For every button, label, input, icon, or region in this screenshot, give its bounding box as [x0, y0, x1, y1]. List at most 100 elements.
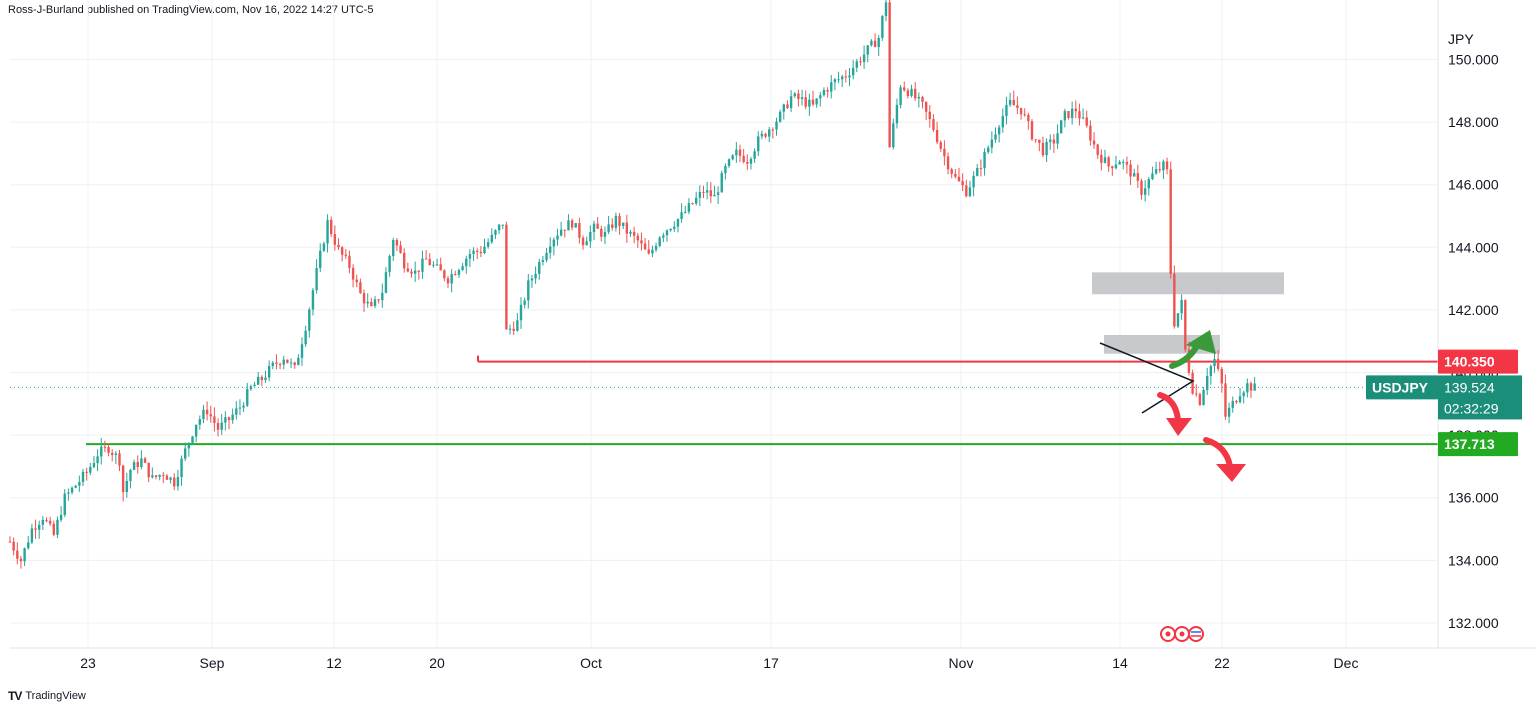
candle-body [724, 165, 727, 174]
candle-body [351, 267, 355, 280]
event-icons[interactable] [1160, 626, 1204, 642]
candle-body [691, 203, 694, 205]
candle-body [479, 251, 483, 254]
candle-body [242, 405, 245, 408]
time-axis[interactable]: 23 Sep 12 20 Oct 17 Nov 14 22 Dec [80, 655, 1358, 671]
candle-body [1122, 161, 1125, 163]
candle-body [140, 458, 143, 468]
event-icon-dot [1179, 631, 1185, 637]
price-axis[interactable]: 132.000134.000136.000138.000140.000142.0… [1448, 51, 1499, 630]
time-tick-label: Oct [580, 655, 602, 671]
tradingview-logo-icon: TV [8, 689, 22, 703]
candle-body [716, 192, 720, 195]
candle-body [914, 88, 917, 99]
candle-body [1209, 366, 1213, 376]
candle-body [118, 453, 121, 466]
candle-body [549, 246, 552, 253]
candle-body [1206, 375, 1209, 391]
candle-body [1081, 117, 1085, 119]
candle-body [775, 121, 778, 130]
candle-body [187, 442, 191, 449]
candle-body [289, 362, 293, 364]
candle-body [1125, 161, 1129, 165]
candle-body [866, 45, 869, 55]
candle-body [158, 474, 161, 477]
candle-body [216, 423, 220, 430]
candle-body [625, 222, 629, 234]
candle-body [1246, 383, 1249, 393]
candle-body [1034, 139, 1037, 141]
candle-body [1019, 107, 1023, 115]
candle-body [78, 482, 81, 486]
us-flag-event-icon[interactable] [1188, 626, 1204, 642]
time-tick-label: Dec [1334, 655, 1359, 671]
price-tick-label: 132.000 [1448, 615, 1499, 631]
candle-body [173, 477, 176, 487]
candle-body [1136, 173, 1140, 181]
candle-body [1173, 273, 1176, 327]
candle-body [454, 274, 457, 276]
last-price-value: 139.524 [1444, 379, 1495, 395]
candle-body [322, 243, 326, 251]
candle-body [662, 235, 665, 238]
candle-body [636, 235, 639, 241]
candle-body [494, 230, 497, 235]
bearish-arrow-head [1166, 418, 1192, 436]
key-levels [10, 355, 1438, 446]
candle-body [359, 282, 362, 294]
candle-body [592, 223, 596, 232]
supply-zones [1092, 272, 1284, 354]
candle-body [519, 304, 523, 321]
candle-body [67, 492, 70, 494]
candle-body [85, 471, 88, 473]
candle-body [1169, 169, 1172, 274]
candle-body [366, 301, 369, 304]
candle-body [1180, 300, 1183, 314]
candle-body [676, 219, 680, 227]
candle-body [465, 258, 468, 267]
support-price-badge-bg [1438, 432, 1518, 457]
publisher-caption: Ross-J-Burland published on TradingView.… [8, 4, 374, 16]
candle-body [1227, 407, 1231, 417]
candle-body [1049, 139, 1052, 142]
candle-body [1249, 383, 1253, 391]
candle-body [632, 231, 636, 236]
candle-body [957, 176, 961, 182]
candle-body [757, 136, 760, 152]
candle-body [800, 97, 804, 100]
candle-body [202, 409, 205, 420]
candle-body [1114, 164, 1118, 169]
candle-body [746, 161, 749, 164]
candle-body [275, 362, 278, 365]
candle-body [45, 519, 48, 521]
candle-body [862, 54, 866, 63]
candle-body [811, 99, 815, 105]
candle-body [417, 270, 420, 272]
candle-body [377, 299, 380, 301]
candle-body [910, 88, 913, 96]
candle-body [271, 362, 274, 366]
candle-body [534, 273, 537, 279]
candle-body [1060, 120, 1063, 134]
usdjpy-candlestick-chart[interactable]: JPY 132.000134.000136.000138.000140.0001… [0, 0, 1536, 686]
candle-body [1070, 108, 1074, 119]
candle-body [946, 156, 950, 170]
time-tick-label: Nov [949, 655, 974, 671]
candle-body [384, 272, 388, 293]
candle-body [1151, 173, 1154, 180]
candle-body [257, 376, 260, 385]
candle-body [435, 264, 439, 266]
candle-body [340, 247, 344, 255]
candle-body [870, 40, 873, 46]
candle-body [209, 414, 212, 417]
candle-body [143, 458, 147, 463]
candle-body [319, 250, 322, 269]
candle-body [38, 524, 41, 530]
candle-body [698, 191, 702, 198]
candle-body [282, 359, 285, 365]
candle-body [603, 231, 607, 237]
candle-body [997, 127, 1001, 135]
candle-body [1056, 133, 1059, 144]
footer-brand-label: TradingView [25, 690, 86, 702]
candle-body [530, 278, 534, 281]
